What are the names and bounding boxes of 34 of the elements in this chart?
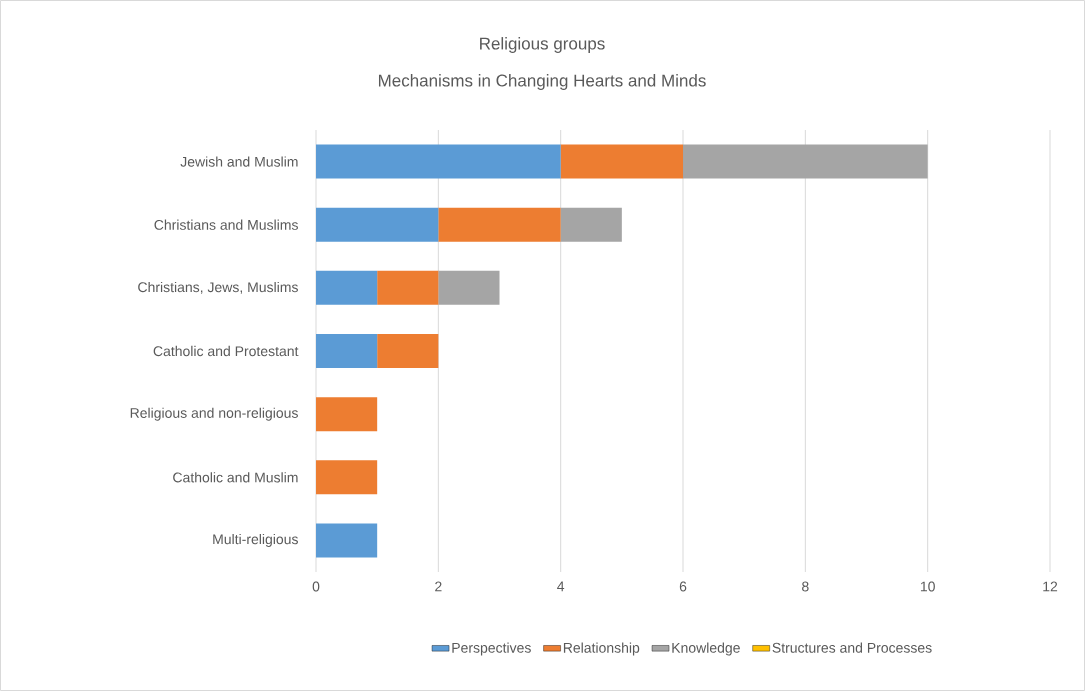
bar <box>377 270 439 305</box>
y-tick-label: Multi-religious <box>213 533 298 547</box>
y-tick-label: Jewish and Muslim <box>180 156 298 167</box>
x-tick-label: 2 <box>435 581 442 592</box>
chart-title: Religious groups <box>480 37 605 53</box>
bar <box>560 144 684 179</box>
bar <box>316 460 378 495</box>
legend-label: Knowledge <box>672 642 740 656</box>
legend-label: Perspectives <box>452 642 531 656</box>
x-tick-label: 6 <box>679 581 687 592</box>
x-tick-label: 4 <box>557 581 565 592</box>
legend-label: Relationship <box>563 642 640 656</box>
bar <box>377 334 439 369</box>
bar <box>438 207 561 242</box>
bar <box>316 523 378 558</box>
chart-subtitle: Mechanisms in Changing Hearts and Minds <box>378 74 706 90</box>
legend-label: Structures and Processes <box>772 642 932 653</box>
y-tick-label: Catholic and Protestant <box>153 345 299 357</box>
bar <box>683 144 928 179</box>
x-tick-label: 0 <box>312 581 320 592</box>
bar <box>560 207 622 242</box>
bar <box>438 270 500 305</box>
bar <box>316 207 439 242</box>
y-tick-label: Christians, Jews, Muslims <box>138 281 298 294</box>
x-tick-label: 8 <box>802 581 809 592</box>
y-tick-label: Religious and non-religious <box>130 407 298 421</box>
bar <box>316 270 378 305</box>
y-tick-label: Catholic and Muslim <box>173 472 298 483</box>
x-tick-label: 10 <box>920 581 935 592</box>
bar <box>316 144 561 179</box>
y-tick-label: Christians and Muslims <box>154 219 298 230</box>
bar <box>316 334 378 369</box>
bar <box>316 397 378 432</box>
x-tick-label: 12 <box>1043 581 1058 592</box>
